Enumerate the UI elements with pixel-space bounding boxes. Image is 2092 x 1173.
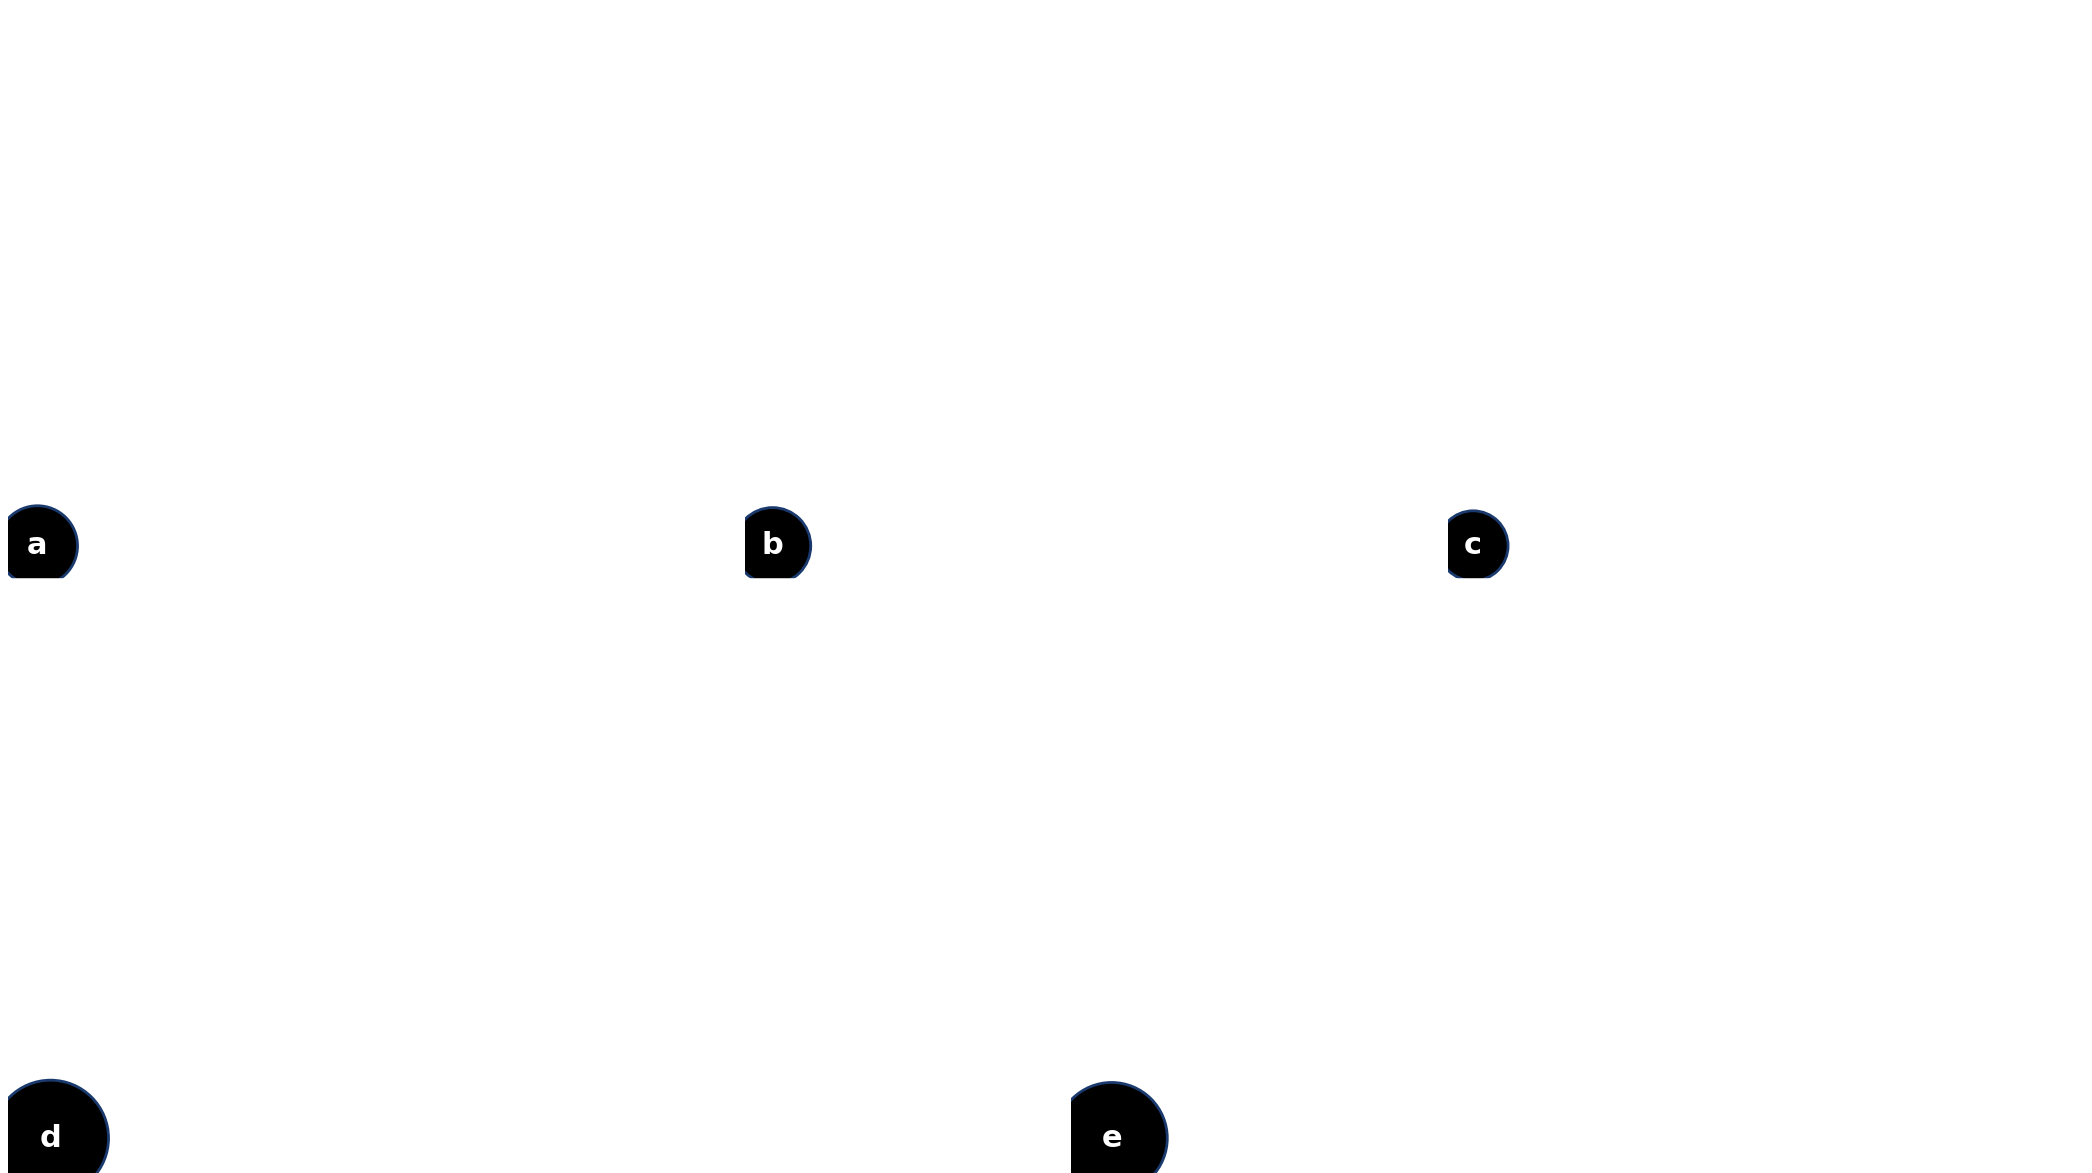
Text: a: a [27, 531, 48, 561]
Ellipse shape [1056, 1083, 1167, 1173]
Ellipse shape [0, 506, 77, 585]
Ellipse shape [0, 1080, 109, 1173]
Text: b: b [761, 531, 782, 561]
Text: e: e [1100, 1124, 1121, 1153]
Ellipse shape [1437, 510, 1508, 581]
Text: d: d [40, 1124, 61, 1153]
Ellipse shape [734, 508, 812, 584]
Text: c: c [1464, 531, 1481, 561]
